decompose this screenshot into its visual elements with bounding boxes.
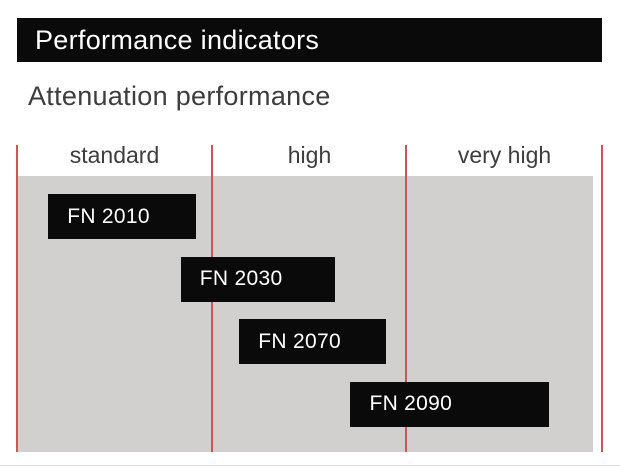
chart-subtitle: Attenuation performance [28, 81, 331, 111]
column-headers: standard high very high [17, 141, 602, 176]
range-bar-fn-2070: FN 2070 [239, 319, 386, 364]
page-title: Performance indicators [35, 24, 320, 55]
column-separator-line-3 [601, 145, 603, 452]
column-header-very-high: very high [457, 142, 552, 168]
column-header-standard: standard [69, 142, 160, 168]
title-bar: Performance indicators [17, 18, 602, 62]
column-header-high: high [287, 142, 332, 168]
range-bar-fn-2030: FN 2030 [180, 256, 335, 302]
column-separator-line-2 [405, 145, 407, 452]
range-bar-fn-2010: FN 2010 [48, 194, 197, 239]
column-separator-line-0 [16, 145, 18, 452]
page-bottom-rule [0, 465, 620, 466]
range-bar-fn-2090: FN 2090 [350, 381, 550, 427]
